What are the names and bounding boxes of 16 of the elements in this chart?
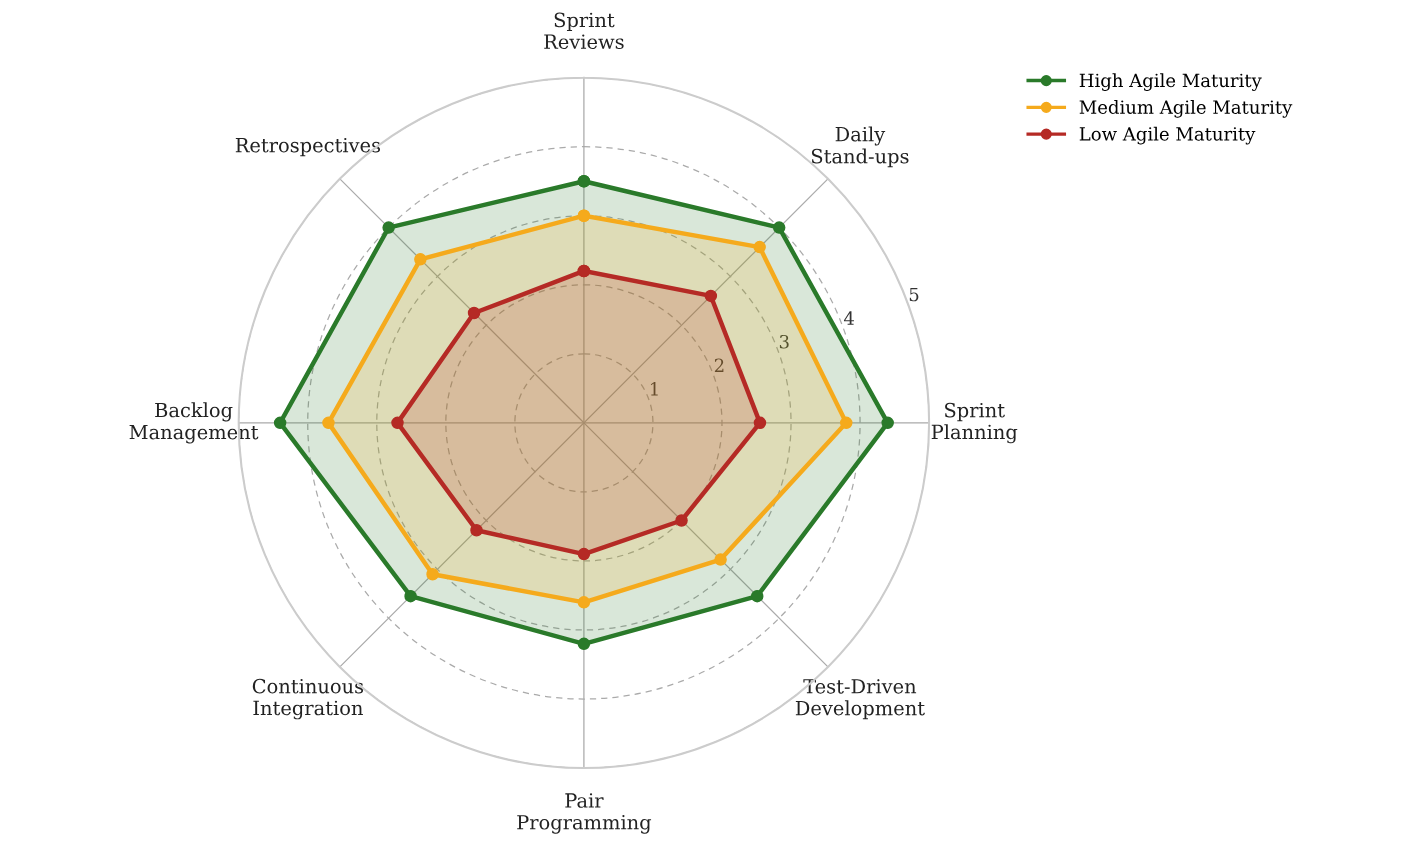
spoke-label: Sprint Reviews — [544, 12, 624, 50]
y-tick-label: 3 — [779, 334, 789, 349]
legend-label: Low Agile Maturity — [1079, 126, 1256, 145]
spoke-label: Retrospectives — [235, 137, 381, 157]
y-tick-label: 2 — [714, 358, 724, 372]
y-tick-label: 1 — [650, 382, 658, 396]
legend-label: Medium Agile Maturity — [1079, 99, 1293, 118]
spoke-label: Test-Driven Development — [795, 679, 925, 720]
spoke-label: Pair Programming — [517, 793, 652, 834]
spoke-label: Backlog Management — [129, 402, 259, 444]
spoke-label: Sprint Planning — [931, 402, 1018, 444]
y-tick-label: 4 — [843, 311, 854, 325]
legend-label: High Agile Maturity — [1079, 73, 1262, 91]
spoke-label: Continuous Integration — [252, 678, 364, 720]
spoke-label: Daily Stand-ups — [811, 126, 909, 168]
y-tick-label: 5 — [909, 287, 919, 302]
